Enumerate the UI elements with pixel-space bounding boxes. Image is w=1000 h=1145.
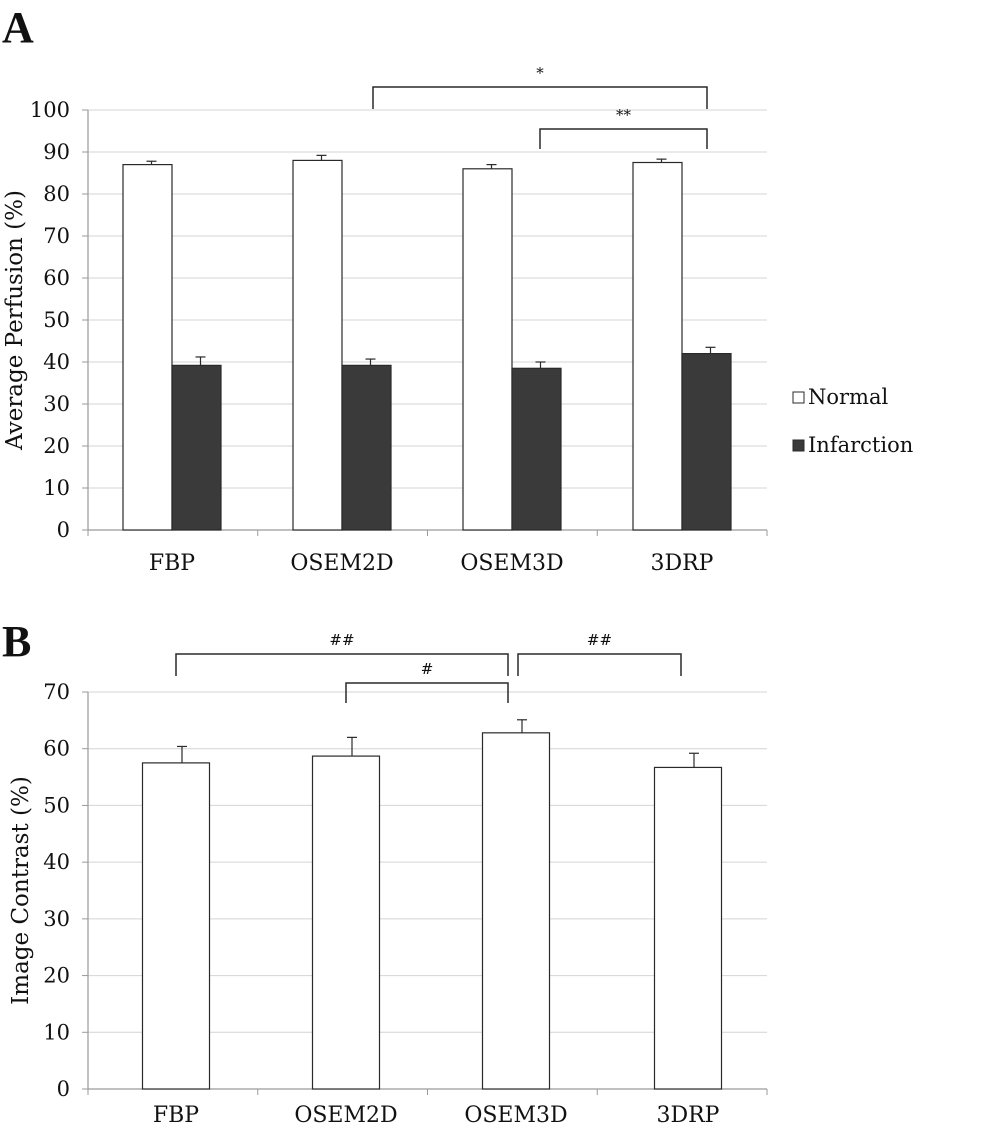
chart-a-y-tick-label: 50	[43, 308, 70, 332]
panel-label-b: B	[2, 617, 31, 666]
chart-a-bar-normal-fbp	[122, 164, 173, 531]
chart-b-significance-bracket	[175, 653, 509, 676]
chart-a-category-label: OSEM3D	[460, 551, 563, 576]
chart-a-y-tick-label: 100	[30, 98, 70, 122]
chart-a-bar-infarction-osem3d	[511, 367, 562, 531]
chart-a-category-label: 3DRP	[650, 551, 713, 576]
chart-a-y-tick-label: 90	[43, 140, 70, 164]
chart-a-bar-normal-osem2d	[292, 159, 343, 531]
chart-b-y-tick-label: 30	[43, 907, 70, 931]
chart-b-significance-label: #	[421, 660, 434, 678]
chart-a-bar-normal-osem3d	[462, 168, 513, 531]
chart-b-y-tick-label: 0	[57, 1077, 70, 1101]
chart-a-y-tick-label: 0	[57, 518, 70, 542]
chart-b-significance-bracket	[517, 653, 682, 676]
chart-a-y-tick-label: 20	[43, 434, 70, 458]
chart-a-average-perfusion: 0 10 20 30 40 50 60 70 80 90 100 FBP OSEM2D OSEM3D 3DR…	[2, 64, 913, 576]
chart-a-y-axis-title: Average Perfusion (%)	[2, 190, 28, 451]
chart-a-legend-swatch-infarction	[792, 439, 805, 452]
chart-b-significance-bracket	[345, 682, 509, 703]
chart-a-bar-infarction-3drp	[681, 353, 732, 531]
chart-b-category-label: FBP	[153, 1103, 199, 1128]
chart-a-y-tick-label: 40	[43, 350, 70, 374]
chart-b-y-tick-label: 70	[43, 680, 70, 704]
chart-b-bar-value-fbp	[141, 762, 211, 1090]
chart-b-bar-value-osem3d	[481, 732, 551, 1090]
chart-a-significance-label: *	[536, 64, 544, 82]
chart-a-legend-swatch-normal	[792, 391, 805, 404]
chart-a-category-label: OSEM2D	[290, 551, 393, 576]
chart-b-y-tick-label: 10	[43, 1020, 70, 1044]
chart-b-y-tick-label: 40	[43, 850, 70, 874]
chart-b-image-contrast: 0 10 20 30 40 50 60 70 FBP OSEM2D OSEM3D 3DRP Image …	[8, 631, 768, 1128]
chart-a-significance-bracket	[539, 128, 708, 149]
chart-b-y-tick-label: 50	[43, 793, 70, 817]
chart-a-category-label: FBP	[149, 551, 195, 576]
chart-a-bar-infarction-fbp	[171, 364, 222, 531]
chart-b-category-label: OSEM2D	[294, 1103, 397, 1128]
panel-label-a: A	[2, 3, 34, 52]
chart-a-y-tick-label: 60	[43, 266, 70, 290]
chart-a-y-tick-label: 80	[43, 182, 70, 206]
chart-a-y-tick-label: 10	[43, 476, 70, 500]
chart-a-significance-bracket	[372, 86, 708, 109]
chart-b-significance-label: ##	[329, 631, 354, 649]
chart-b-significance-label: ##	[587, 631, 612, 649]
chart-b-y-axis-title: Image Contrast (%)	[8, 776, 34, 1005]
chart-a-y-tick-label: 70	[43, 224, 70, 248]
chart-b-y-tick-label: 20	[43, 964, 70, 988]
chart-b-y-tick-label: 60	[43, 737, 70, 761]
chart-b-bar-value-3drp	[653, 766, 723, 1090]
chart-a-legend-label-normal: Normal	[808, 385, 888, 409]
chart-b-bar-value-osem2d	[311, 755, 381, 1090]
chart-a-legend-label-infarction: Infarction	[808, 433, 913, 457]
chart-a-significance-label: **	[616, 106, 632, 124]
chart-a-bar-infarction-osem2d	[341, 364, 392, 531]
chart-a-bar-normal-3drp	[632, 161, 683, 531]
chart-a-y-tick-label: 30	[43, 392, 70, 416]
chart-b-category-label: 3DRP	[656, 1103, 719, 1128]
chart-b-category-label: OSEM3D	[464, 1103, 567, 1128]
